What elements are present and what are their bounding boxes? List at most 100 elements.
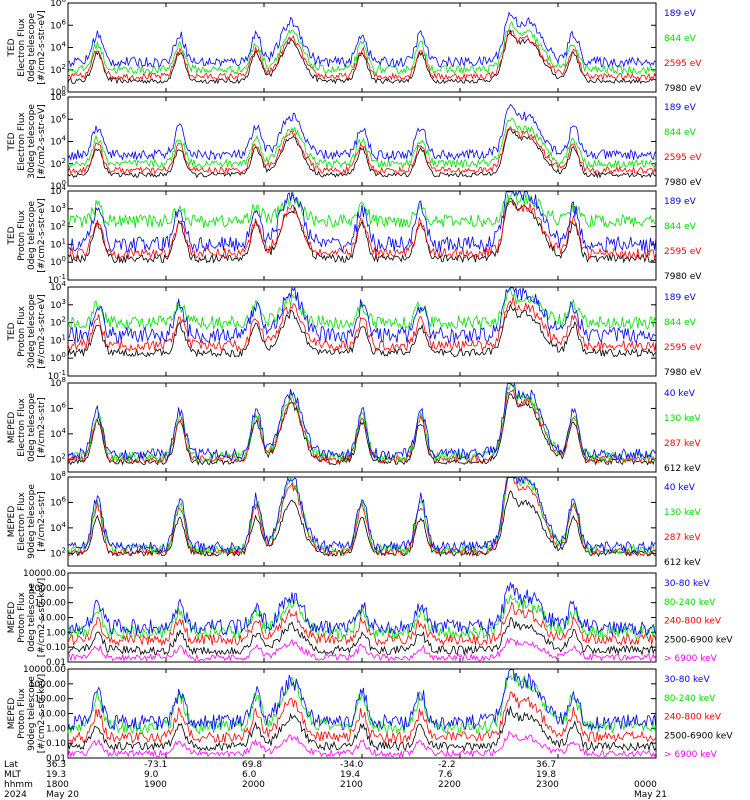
y-tick-label: 104 [50,135,66,148]
y-tick-label: 106 [50,18,66,31]
series-line-green [67,476,657,556]
legend-entry: 40 keV [664,389,696,399]
y-tick-label: 104 [50,280,66,293]
y-tick-label: 102 [50,63,66,76]
x-tick-label: -34.0 [340,760,364,770]
y-tick-label: 10-1 [48,273,66,286]
y-tick-label: 102 [50,452,66,465]
y-tick-label: 108 [50,376,66,389]
y-tick-label: 102 [50,546,66,559]
legend-entry: 2595 eV [664,343,702,353]
x-tick-label: 2300 [536,780,559,790]
legend-entry: 80-240 keV [664,598,716,608]
y-tick-label: 100 [50,255,66,268]
legend-entry: 30-80 keV [664,579,710,589]
x-row-label: MLT [4,770,22,780]
y-tick-label: 100.00 [35,695,67,705]
series-line-blue [67,103,657,161]
y-tick-label: 10.00 [40,614,66,624]
y-axis-label: TEDElectron Flux30deg telescope[#/cm2-s-… [7,104,47,179]
y-tick-label: 0.10 [46,643,66,653]
series-line-red [67,199,657,260]
x-tick-label: 9.0 [144,770,159,780]
y-tick-label: 102 [50,157,66,170]
series-line-green [67,191,657,229]
y-tick-label: 102 [50,220,66,233]
series-line-red [67,125,657,176]
x-tick-label: 19.3 [46,770,66,780]
series-line-red [67,601,657,647]
legend-entry: 844 eV [664,128,697,138]
series-line-black [67,29,657,85]
legend-entry: 2595 eV [664,247,702,257]
legend-entry: 287 keV [664,533,701,543]
legend-entry: 240-800 keV [664,713,722,723]
y-tick-label: 102 [50,316,66,329]
series-line-green [67,383,657,463]
series-line-red [67,29,657,82]
y-tick-label: 10-1 [48,369,66,382]
x-row-label: hhmm [4,780,33,790]
y-tick-label: 1.00 [46,724,66,734]
y-tick-label: 104 [50,184,66,197]
y-axis-label: TEDProton Flux0deg telescope[#/cm2-s-str… [7,198,47,273]
y-tick-label: 103 [50,298,66,311]
y-tick-label: 100 [50,85,66,98]
legend-entry: 40 keV [664,483,696,493]
series-line-black [67,706,657,752]
y-tick-label: 10000.00 [23,665,66,675]
y-axis-label: MEPEDElectron Flux0deg telescope[#/cm2-s… [7,393,47,463]
panel-7: 0.01 0.10 1.00 10.00 100.00 1000.00 10000.00ME… [7,569,733,668]
series-line-blue [67,286,657,345]
x-tick-label: 19.8 [536,770,556,780]
y-tick-label: 108 [50,470,66,483]
x-tick-label: -2.2 [438,760,456,770]
y-axis-label: MEPEDProton Flux0deg telescope[#/cm2-s-s… [7,578,47,657]
y-tick-label: 101 [50,237,66,250]
y-tick-label: 104 [50,427,66,440]
series-line-blue [67,476,657,554]
y-axis-label: TEDElectron Flux0deg telescope[#/cm2-s-s… [7,10,47,85]
legend-entry: 130 keV [664,508,701,518]
series-line-green [67,593,657,641]
panel-8: 0.01 0.10 1.00 10.00 100.00 1000.00 10000.00ME… [7,665,733,764]
y-tick-label: 100 [50,351,66,364]
x-tick-label: -73.1 [144,760,167,770]
x-tick-label: May 21 [634,790,667,800]
y-tick-label: 0.10 [46,739,66,749]
y-tick-label: 10000.00 [23,569,66,579]
legend-entry: 2595 eV [664,59,702,69]
series-line-blue [67,669,657,732]
series-line-blue [67,582,657,636]
legend-entry: 2595 eV [664,153,702,163]
y-tick-label: 1.00 [46,628,66,638]
legend-entry: 612 keV [664,464,701,474]
y-tick-label: 10.00 [40,710,66,720]
legend-entry: 7980 eV [664,178,702,188]
legend-entry: 7980 eV [664,272,702,282]
y-tick-label: 1000.00 [29,680,66,690]
legend-entry: 7980 eV [664,368,702,378]
x-tick-label: May 20 [46,790,79,800]
series-line-red [67,691,657,744]
x-tick-label: 0000 [634,780,657,790]
series-line-black [67,198,657,265]
x-tick-label: 36.3 [46,760,66,770]
x-tick-label: 36.7 [536,760,556,770]
legend-entry: 844 eV [664,34,697,44]
y-tick-label: 104 [50,521,66,534]
y-tick-label: 104 [50,41,66,54]
series-line-green [67,673,657,735]
legend-entry: 189 eV [664,197,697,207]
series-line-black [67,303,657,358]
y-axis-label: MEPEDProton Flux90deg telescope[#/cm2-s-… [7,674,47,753]
x-tick-label: 69.8 [242,760,262,770]
y-tick-label: 108 [50,0,66,9]
legend-entry: 844 eV [664,318,697,328]
series-line-red [67,388,657,465]
x-tick-label: 2000 [242,780,265,790]
y-tick-label: 106 [50,495,66,508]
x-tick-label: 1900 [144,780,167,790]
